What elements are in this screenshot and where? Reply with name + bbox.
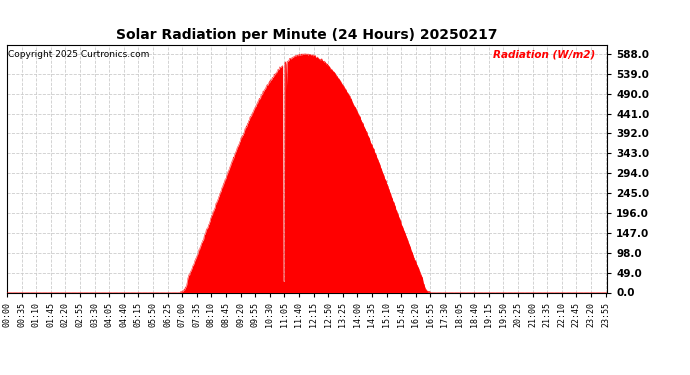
Text: Copyright 2025 Curtronics.com: Copyright 2025 Curtronics.com [8,50,150,59]
Text: Radiation (W/m2): Radiation (W/m2) [493,50,595,60]
Title: Solar Radiation per Minute (24 Hours) 20250217: Solar Radiation per Minute (24 Hours) 20… [117,28,497,42]
